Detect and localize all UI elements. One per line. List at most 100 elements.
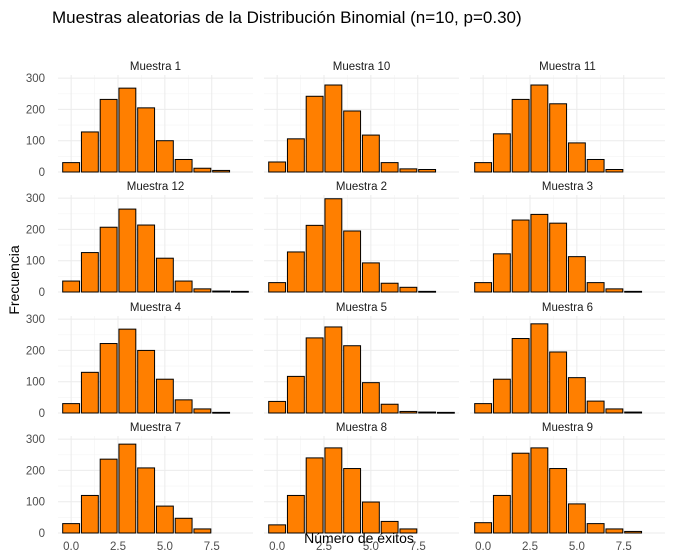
histogram-bar <box>567 377 586 414</box>
histogram-bar <box>118 208 137 293</box>
facet-strip-label: Muestra 4 <box>130 302 182 314</box>
y-tick-label: 200 <box>26 465 45 477</box>
y-tick-label: 100 <box>26 256 45 268</box>
histogram-bar <box>99 226 118 293</box>
histogram-bar <box>605 288 624 293</box>
histogram-bar <box>586 400 605 414</box>
histogram-bar <box>399 286 418 293</box>
y-tick-label: 200 <box>26 104 45 116</box>
histogram-bar <box>492 494 511 534</box>
histogram-bar <box>399 168 418 173</box>
x-tick-label: 7.5 <box>204 541 220 553</box>
histogram-bar <box>380 403 399 414</box>
histogram-bar <box>155 378 174 414</box>
facet-panel: Muestra 7 0 100 200 300 0.0 2.5 5.0 7.5 <box>26 422 253 553</box>
histogram-bar <box>530 323 549 414</box>
histogram-bar <box>530 84 549 173</box>
histogram-bar <box>474 162 493 173</box>
histogram-bar <box>174 158 193 173</box>
facet-panel: Muestra 8 0.0 2.5 5.0 7.5 <box>264 422 459 553</box>
y-tick-label: 300 <box>26 193 45 205</box>
histogram-bar <box>99 458 118 534</box>
histogram-bar <box>268 282 287 293</box>
histogram-bar <box>624 290 643 293</box>
histogram-bar <box>586 282 605 293</box>
histogram-bar <box>492 133 511 173</box>
facet-panel: Muestra 1 0 100 200 300 <box>26 61 253 179</box>
facet-panel: Muestra 5 <box>264 302 459 414</box>
histogram-bar <box>361 382 380 414</box>
histogram-bar <box>380 282 399 293</box>
histogram-bar <box>99 343 118 414</box>
histogram-bar <box>530 447 549 534</box>
facet-panel: Muestra 2 <box>264 181 459 293</box>
histogram-bar <box>436 411 455 414</box>
facet-strip-label: Muestra 1 <box>130 61 181 73</box>
histogram-bar <box>62 403 81 414</box>
histogram-bar <box>549 103 568 173</box>
histogram-bar <box>305 224 324 293</box>
histogram-bar <box>193 408 212 414</box>
x-tick-label: 0.0 <box>475 541 491 553</box>
histogram-bar <box>530 213 549 293</box>
histogram-bar <box>418 411 437 414</box>
facet-strip-label: Muestra 11 <box>539 61 596 73</box>
histogram-bar <box>567 256 586 293</box>
histogram-bar <box>193 528 212 534</box>
histogram-bar <box>324 198 343 293</box>
histogram-bar <box>624 411 643 414</box>
y-tick-label: 100 <box>26 136 45 148</box>
histogram-bar <box>268 161 287 173</box>
histogram-bar <box>492 378 511 414</box>
histogram-bar <box>80 131 99 173</box>
histogram-bar <box>62 523 81 534</box>
x-axis-title: Número de éxitos <box>304 530 414 546</box>
facet-strip-label: Muestra 2 <box>336 181 387 193</box>
chart-title: Muestras aleatorias de la Distribución B… <box>52 8 522 27</box>
histogram-bar <box>212 169 231 173</box>
histogram-bar <box>492 253 511 293</box>
histogram-bar <box>361 134 380 173</box>
y-tick-label: 100 <box>26 497 45 509</box>
histogram-bar <box>137 224 156 293</box>
histogram-bar <box>511 338 530 414</box>
y-tick-label: 200 <box>26 224 45 236</box>
facet-panel: Muestra 9 0.0 2.5 5.0 7.5 <box>470 422 665 553</box>
x-tick-label: 2.5 <box>110 541 126 553</box>
histogram-bar <box>324 326 343 414</box>
histogram-bar <box>399 528 418 534</box>
facet-strip-label: Muestra 8 <box>336 422 387 434</box>
histogram-bar <box>193 288 212 293</box>
histogram-bar <box>361 501 380 534</box>
y-tick-label: 0 <box>39 528 45 540</box>
y-tick-label: 300 <box>26 314 45 326</box>
histogram-bar <box>286 494 305 534</box>
histogram-bar <box>474 522 493 534</box>
histogram-bar <box>230 290 249 293</box>
facet-panel: Muestra 6 <box>470 302 665 414</box>
y-tick-label: 200 <box>26 345 45 357</box>
histogram-bar <box>399 410 418 414</box>
histogram-bar <box>343 468 362 534</box>
y-tick-label: 0 <box>39 287 45 299</box>
histogram-bar <box>268 524 287 534</box>
histogram-bar <box>62 280 81 293</box>
x-tick-label: 7.5 <box>410 541 426 553</box>
histogram-bar <box>286 138 305 173</box>
histogram-bar <box>511 98 530 173</box>
histogram-bar <box>305 337 324 414</box>
histogram-bar <box>474 282 493 293</box>
histogram-bar <box>605 408 624 414</box>
histogram-bar <box>174 280 193 293</box>
facet-panel: Muestra 11 <box>470 61 665 173</box>
histogram-bar <box>305 457 324 534</box>
y-axis-title: Frecuencia <box>6 245 22 314</box>
histogram-bar <box>380 520 399 534</box>
x-tick-label: 7.5 <box>616 541 632 553</box>
histogram-bar <box>361 262 380 293</box>
histogram-bar <box>155 505 174 534</box>
histogram-bar <box>324 84 343 173</box>
facet-strip-label: Muestra 7 <box>130 422 181 434</box>
facet-panel: Muestra 4 0 100 200 300 <box>26 302 253 420</box>
